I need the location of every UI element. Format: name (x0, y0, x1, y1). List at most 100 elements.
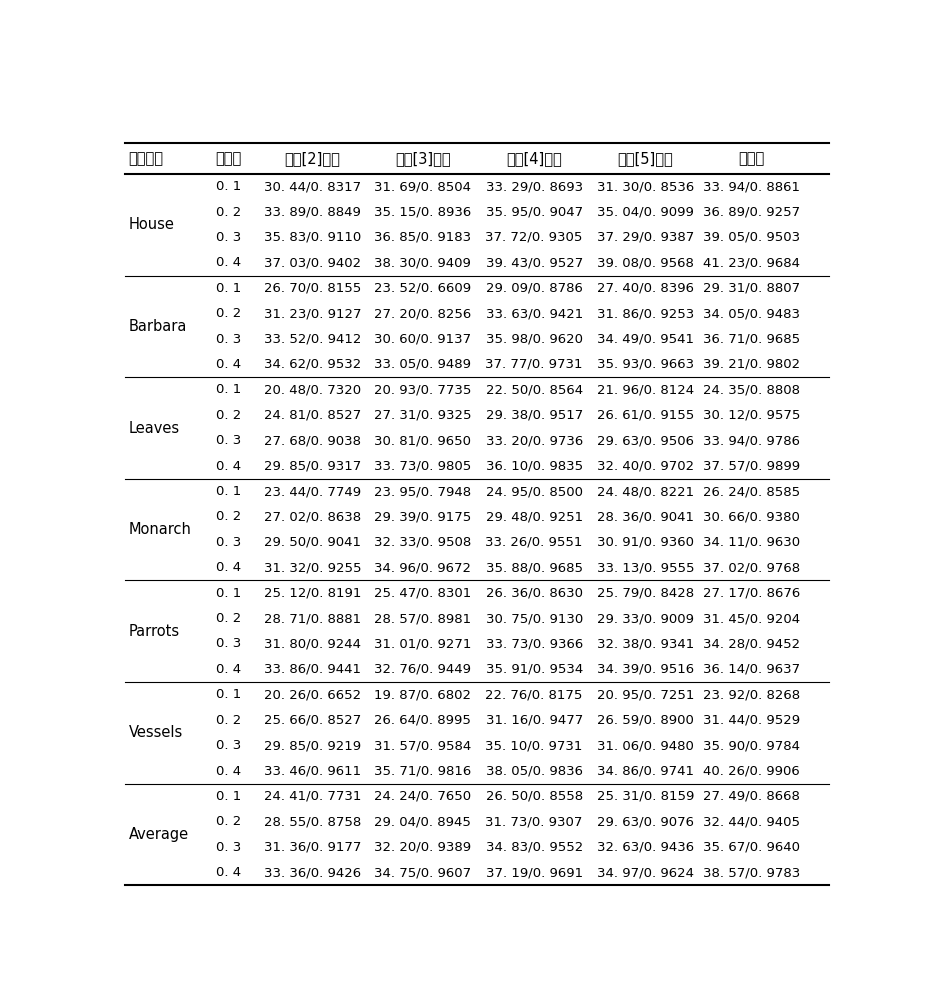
Text: 34. 86/0. 9741: 34. 86/0. 9741 (597, 765, 694, 778)
Text: Average: Average (128, 827, 189, 842)
Text: 0. 1: 0. 1 (216, 688, 241, 701)
Text: 31. 06/0. 9480: 31. 06/0. 9480 (597, 739, 694, 752)
Text: 25. 79/0. 8428: 25. 79/0. 8428 (597, 587, 694, 600)
Text: 31. 57/0. 9584: 31. 57/0. 9584 (374, 739, 471, 752)
Text: 28. 36/0. 9041: 28. 36/0. 9041 (597, 510, 694, 523)
Text: 20. 48/0. 7320: 20. 48/0. 7320 (263, 383, 361, 396)
Text: 0. 3: 0. 3 (216, 536, 241, 549)
Text: 23. 95/0. 7948: 23. 95/0. 7948 (374, 485, 471, 498)
Text: 27. 02/0. 8638: 27. 02/0. 8638 (263, 510, 361, 523)
Text: 33. 46/0. 9611: 33. 46/0. 9611 (263, 765, 361, 778)
Text: 0. 1: 0. 1 (216, 485, 241, 498)
Text: 33. 52/0. 9412: 33. 52/0. 9412 (263, 333, 361, 346)
Text: 27. 68/0. 9038: 27. 68/0. 9038 (263, 434, 361, 447)
Text: 31. 32/0. 9255: 31. 32/0. 9255 (263, 561, 361, 574)
Text: 36. 85/0. 9183: 36. 85/0. 9183 (374, 231, 471, 244)
Text: 35. 15/0. 8936: 35. 15/0. 8936 (374, 206, 471, 219)
Text: 33. 36/0. 9426: 33. 36/0. 9426 (263, 866, 361, 879)
Text: 32. 44/0. 9405: 32. 44/0. 9405 (703, 815, 800, 828)
Text: 0. 1: 0. 1 (216, 383, 241, 396)
Text: 31. 16/0. 9477: 31. 16/0. 9477 (485, 714, 583, 727)
Text: 33. 73/0. 9805: 33. 73/0. 9805 (374, 460, 471, 473)
Text: 33. 20/0. 9736: 33. 20/0. 9736 (485, 434, 583, 447)
Text: 29. 09/0. 8786: 29. 09/0. 8786 (486, 282, 583, 295)
Text: 32. 20/0. 9389: 32. 20/0. 9389 (374, 841, 471, 854)
Text: 39. 43/0. 9527: 39. 43/0. 9527 (485, 256, 583, 269)
Text: 31. 73/0. 9307: 31. 73/0. 9307 (485, 815, 583, 828)
Text: 35. 04/0. 9099: 35. 04/0. 9099 (597, 206, 694, 219)
Text: 0. 4: 0. 4 (216, 765, 241, 778)
Text: 27. 49/0. 8668: 27. 49/0. 8668 (703, 790, 800, 803)
Text: 38. 57/0. 9783: 38. 57/0. 9783 (703, 866, 800, 879)
Text: 24. 95/0. 8500: 24. 95/0. 8500 (486, 485, 583, 498)
Text: 测试图像: 测试图像 (128, 151, 164, 166)
Text: 测量率: 测量率 (215, 151, 241, 166)
Text: 36. 71/0. 9685: 36. 71/0. 9685 (703, 333, 800, 346)
Text: 0. 4: 0. 4 (216, 256, 241, 269)
Text: 0. 4: 0. 4 (216, 460, 241, 473)
Text: 文献[5]方法: 文献[5]方法 (617, 151, 673, 166)
Text: 33. 89/0. 8849: 33. 89/0. 8849 (263, 206, 360, 219)
Text: 28. 55/0. 8758: 28. 55/0. 8758 (263, 815, 361, 828)
Text: 29. 50/0. 9041: 29. 50/0. 9041 (263, 536, 361, 549)
Text: 37. 02/0. 9768: 37. 02/0. 9768 (703, 561, 800, 574)
Text: 31. 01/0. 9271: 31. 01/0. 9271 (374, 637, 471, 650)
Text: 36. 89/0. 9257: 36. 89/0. 9257 (703, 206, 800, 219)
Text: Leaves: Leaves (128, 421, 180, 436)
Text: 36. 10/0. 9835: 36. 10/0. 9835 (486, 460, 583, 473)
Text: 34. 96/0. 9672: 34. 96/0. 9672 (374, 561, 471, 574)
Text: 37. 29/0. 9387: 37. 29/0. 9387 (597, 231, 694, 244)
Text: 文献[3]方法: 文献[3]方法 (395, 151, 451, 166)
Text: 35. 67/0. 9640: 35. 67/0. 9640 (703, 841, 800, 854)
Text: 0. 4: 0. 4 (216, 358, 241, 371)
Text: 38. 30/0. 9409: 38. 30/0. 9409 (374, 256, 471, 269)
Text: 35. 90/0. 9784: 35. 90/0. 9784 (703, 739, 800, 752)
Text: 23. 52/0. 6609: 23. 52/0. 6609 (374, 282, 471, 295)
Text: 本发明: 本发明 (738, 151, 764, 166)
Text: 37. 57/0. 9899: 37. 57/0. 9899 (703, 460, 800, 473)
Text: 0. 2: 0. 2 (216, 510, 241, 523)
Text: Barbara: Barbara (128, 319, 187, 334)
Text: 0. 3: 0. 3 (216, 231, 241, 244)
Text: 34. 62/0. 9532: 34. 62/0. 9532 (263, 358, 361, 371)
Text: 32. 33/0. 9508: 32. 33/0. 9508 (374, 536, 471, 549)
Text: 20. 26/0. 6652: 20. 26/0. 6652 (263, 688, 361, 701)
Text: 0. 1: 0. 1 (216, 282, 241, 295)
Text: 0. 1: 0. 1 (216, 587, 241, 600)
Text: 34. 39/0. 9516: 34. 39/0. 9516 (597, 663, 694, 676)
Text: 36. 14/0. 9637: 36. 14/0. 9637 (703, 663, 800, 676)
Text: 27. 20/0. 8256: 27. 20/0. 8256 (374, 307, 471, 320)
Text: 29. 63/0. 9076: 29. 63/0. 9076 (597, 815, 694, 828)
Text: 32. 63/0. 9436: 32. 63/0. 9436 (597, 841, 694, 854)
Text: 0. 3: 0. 3 (216, 841, 241, 854)
Text: 35. 83/0. 9110: 35. 83/0. 9110 (263, 231, 361, 244)
Text: 35. 88/0. 9685: 35. 88/0. 9685 (486, 561, 583, 574)
Text: 31. 36/0. 9177: 31. 36/0. 9177 (263, 841, 361, 854)
Text: 29. 39/0. 9175: 29. 39/0. 9175 (374, 510, 471, 523)
Text: Monarch: Monarch (128, 522, 192, 537)
Text: 26. 36/0. 8630: 26. 36/0. 8630 (486, 587, 583, 600)
Text: 25. 12/0. 8191: 25. 12/0. 8191 (263, 587, 361, 600)
Text: 29. 85/0. 9317: 29. 85/0. 9317 (263, 460, 361, 473)
Text: 35. 93/0. 9663: 35. 93/0. 9663 (597, 358, 694, 371)
Text: 33. 73/0. 9366: 33. 73/0. 9366 (485, 637, 583, 650)
Text: 24. 81/0. 8527: 24. 81/0. 8527 (263, 409, 361, 422)
Text: 31. 86/0. 9253: 31. 86/0. 9253 (597, 307, 694, 320)
Text: 0. 2: 0. 2 (216, 714, 241, 727)
Text: 35. 91/0. 9534: 35. 91/0. 9534 (485, 663, 583, 676)
Text: 27. 40/0. 8396: 27. 40/0. 8396 (597, 282, 694, 295)
Text: 29. 48/0. 9251: 29. 48/0. 9251 (486, 510, 583, 523)
Text: 32. 40/0. 9702: 32. 40/0. 9702 (597, 460, 694, 473)
Text: 27. 31/0. 9325: 27. 31/0. 9325 (374, 409, 471, 422)
Text: 34. 97/0. 9624: 34. 97/0. 9624 (597, 866, 694, 879)
Text: 24. 35/0. 8808: 24. 35/0. 8808 (703, 383, 800, 396)
Text: 38. 05/0. 9836: 38. 05/0. 9836 (486, 765, 583, 778)
Text: 33. 13/0. 9555: 33. 13/0. 9555 (597, 561, 694, 574)
Text: 25. 47/0. 8301: 25. 47/0. 8301 (374, 587, 471, 600)
Text: 28. 71/0. 8881: 28. 71/0. 8881 (263, 612, 361, 625)
Text: 25. 31/0. 8159: 25. 31/0. 8159 (597, 790, 694, 803)
Text: 22. 50/0. 8564: 22. 50/0. 8564 (486, 383, 583, 396)
Text: 30. 60/0. 9137: 30. 60/0. 9137 (374, 333, 471, 346)
Text: 35. 95/0. 9047: 35. 95/0. 9047 (486, 206, 583, 219)
Text: 32. 38/0. 9341: 32. 38/0. 9341 (597, 637, 694, 650)
